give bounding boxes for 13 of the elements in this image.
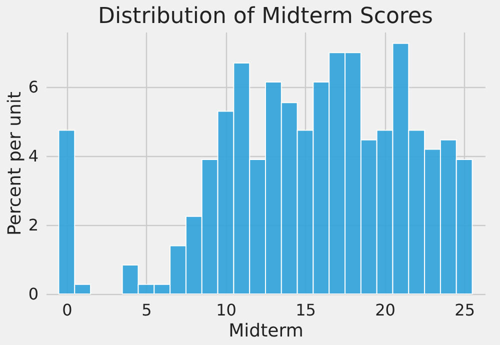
y-tick-label: 6 (28, 78, 38, 97)
x-tick-label: 15 (296, 300, 316, 320)
x-tick-label: 25 (454, 300, 475, 320)
x-tick-label: 5 (142, 300, 152, 320)
y-tick-label: 4 (28, 146, 38, 166)
x-tick-label: 10 (216, 300, 236, 320)
y-tick-label: 0 (28, 284, 38, 304)
y-tick-label: 2 (28, 216, 38, 235)
x-tick-label: 0 (62, 300, 72, 320)
y-axis-title: Percent per unit (4, 92, 26, 236)
x-tick-label: 20 (375, 300, 396, 320)
chart-title: Distribution of Midterm Scores (98, 4, 433, 29)
x-axis-title: Midterm (228, 320, 304, 342)
